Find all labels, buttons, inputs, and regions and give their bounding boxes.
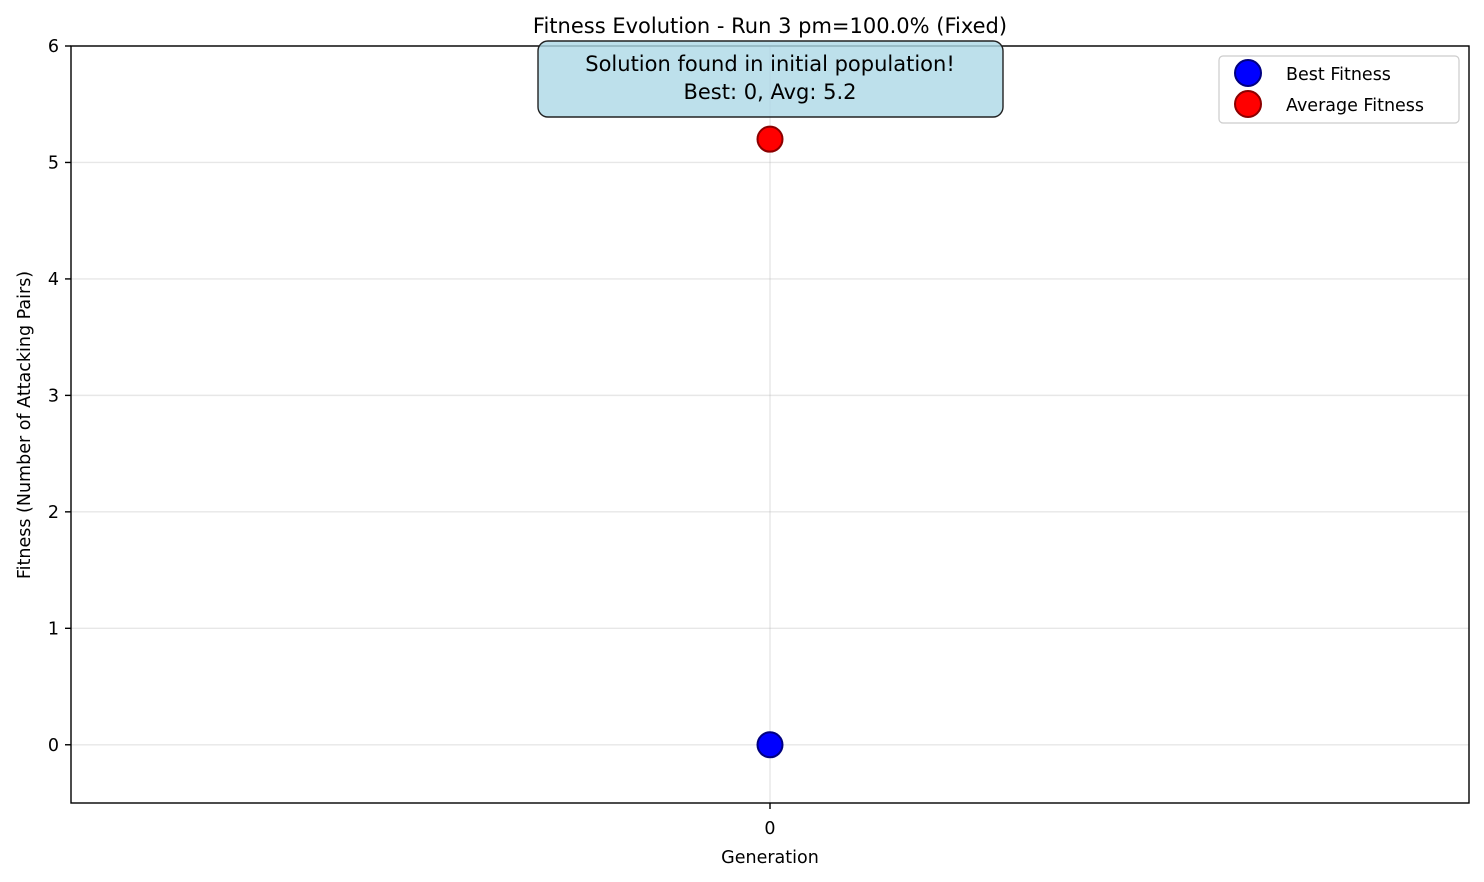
x-axis-label: Generation	[721, 848, 819, 868]
x-tick-label: 0	[764, 819, 775, 839]
legend-marker-average	[1234, 90, 1262, 118]
y-tick-label: 3	[48, 386, 59, 406]
best-fitness-point	[756, 731, 784, 759]
y-tick-label: 2	[48, 503, 59, 523]
y-tick-label: 4	[48, 270, 59, 290]
average-fitness-point	[756, 125, 784, 153]
legend: Best Fitness Average Fitness	[1218, 55, 1460, 124]
legend-label-best: Best Fitness	[1286, 65, 1391, 85]
y-tick-label: 6	[48, 37, 59, 57]
annotation-line-2: Best: 0, Avg: 5.2	[683, 80, 856, 104]
y-axis-label: Fitness (Number of Attacking Pairs)	[15, 271, 35, 579]
annotation-line-1: Solution found in initial population!	[585, 52, 955, 76]
axis-ticks: 0 1 2 3 4 5 6 0	[48, 37, 776, 839]
data-points	[756, 125, 784, 759]
annotation-box: Solution found in initial population! Be…	[537, 40, 1004, 118]
y-tick-label: 5	[48, 153, 59, 173]
chart-title: Fitness Evolution - Run 3 pm=100.0% (Fix…	[533, 14, 1007, 38]
y-tick-label: 1	[48, 619, 59, 639]
legend-marker-best	[1234, 59, 1262, 87]
y-tick-label: 0	[48, 736, 59, 756]
legend-label-average: Average Fitness	[1286, 96, 1424, 116]
grid-lines	[71, 45, 1469, 803]
